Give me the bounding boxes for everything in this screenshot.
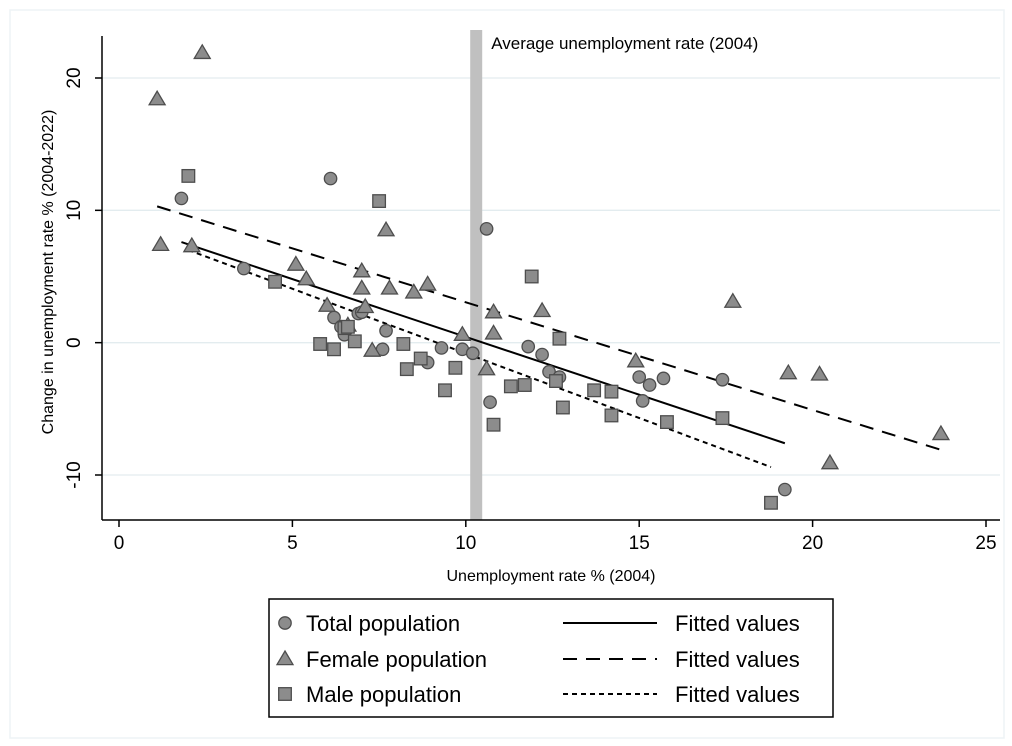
triangle-point-1-20 bbox=[532, 301, 552, 318]
square-point-2-1 bbox=[268, 274, 283, 289]
x-axis-title: Unemployment rate % (2004) bbox=[447, 568, 656, 585]
legend: Total population Female population Male po… bbox=[268, 598, 834, 718]
x-tick-label-2: 10 bbox=[455, 533, 476, 554]
square-point-2-6 bbox=[347, 334, 362, 349]
y-tick-label-2: 10 bbox=[64, 200, 85, 221]
circle-point-0-2 bbox=[323, 171, 338, 186]
square-point-2-23 bbox=[659, 415, 674, 430]
triangle-point-1-10 bbox=[356, 297, 375, 314]
y-tick-label-3: 20 bbox=[64, 67, 85, 88]
circle-point-0-14 bbox=[465, 346, 480, 361]
circle-point-0-10 bbox=[379, 323, 393, 338]
circle-point-0-24 bbox=[656, 371, 671, 386]
triangle-point-1-21 bbox=[626, 351, 645, 368]
data-points-layer bbox=[148, 43, 951, 510]
circle-point-0-18 bbox=[535, 347, 549, 362]
legend-label-series-1: Female population bbox=[306, 647, 487, 672]
triangle-point-1-3 bbox=[193, 43, 212, 60]
triangle-point-1-15 bbox=[418, 275, 437, 291]
legend-label-fit-1: Fitted values bbox=[675, 647, 800, 672]
square-point-2-15 bbox=[517, 378, 532, 392]
triangle-point-1-4 bbox=[286, 255, 306, 271]
triangle-point-1-16 bbox=[453, 325, 472, 341]
square-point-2-10 bbox=[413, 351, 428, 366]
square-point-2-0 bbox=[181, 168, 196, 183]
legend-box bbox=[268, 598, 834, 718]
triangle-point-1-14 bbox=[404, 283, 423, 299]
x-tick-label-1: 5 bbox=[287, 533, 298, 554]
square-point-2-5 bbox=[340, 319, 355, 334]
circle-point-0-16 bbox=[483, 395, 497, 410]
triangle-point-1-18 bbox=[484, 302, 503, 319]
x-tick-label-3: 15 bbox=[629, 533, 650, 554]
square-point-2-13 bbox=[486, 417, 501, 432]
square-point-2-22 bbox=[604, 408, 619, 423]
triangle-point-1-26 bbox=[931, 424, 951, 441]
x-tick-label-4: 20 bbox=[802, 533, 823, 554]
legend-label-fit-2: Fitted values bbox=[675, 682, 800, 707]
triangle-point-1-2 bbox=[182, 236, 201, 253]
triangle-point-1-24 bbox=[810, 365, 829, 381]
triangle-point-1-22 bbox=[723, 292, 742, 308]
legend-marker-circle bbox=[278, 616, 292, 630]
circle-point-0-22 bbox=[635, 394, 650, 408]
square-point-2-16 bbox=[524, 269, 539, 284]
square-point-2-12 bbox=[448, 360, 463, 375]
legend-label-series-0: Total population bbox=[306, 611, 460, 636]
legend-marker-square bbox=[278, 687, 292, 701]
square-point-2-3 bbox=[327, 342, 341, 357]
triangle-point-1-8 bbox=[352, 261, 371, 278]
circle-point-0-0 bbox=[174, 191, 189, 206]
triangle-point-1-17 bbox=[477, 359, 496, 376]
square-point-2-20 bbox=[587, 383, 602, 398]
square-point-2-8 bbox=[396, 337, 411, 351]
square-point-2-7 bbox=[372, 194, 387, 209]
x-tick-label-0: 0 bbox=[114, 533, 125, 554]
triangle-point-1-12 bbox=[376, 220, 396, 237]
legend-label-fit-0: Fitted values bbox=[675, 611, 800, 636]
square-point-2-11 bbox=[438, 383, 452, 398]
grid-layer bbox=[102, 77, 1000, 476]
circle-point-0-15 bbox=[479, 222, 494, 236]
reference-line-label: Average unemployment rate (2004) bbox=[491, 34, 758, 53]
triangle-point-1-5 bbox=[297, 269, 316, 286]
circle-point-0-25 bbox=[715, 372, 730, 387]
circle-point-0-21 bbox=[632, 370, 647, 384]
square-point-2-24 bbox=[715, 411, 730, 426]
circle-point-0-17 bbox=[521, 339, 536, 354]
triangle-point-1-9 bbox=[352, 279, 371, 295]
y-tick-label-1: 0 bbox=[64, 337, 85, 348]
y-tick-label-0: -10 bbox=[64, 461, 85, 488]
square-point-2-9 bbox=[399, 362, 414, 377]
legend-marker-triangle bbox=[275, 649, 295, 666]
circle-point-0-1 bbox=[236, 261, 251, 276]
triangle-point-1-0 bbox=[148, 89, 167, 106]
square-point-2-14 bbox=[503, 379, 518, 394]
square-point-2-18 bbox=[552, 331, 567, 346]
circle-point-0-23 bbox=[642, 378, 657, 392]
triangle-point-1-19 bbox=[484, 324, 503, 340]
triangle-point-1-11 bbox=[363, 341, 382, 357]
triangle-point-1-23 bbox=[779, 363, 798, 380]
axes-layer: Average unemployment rate (2004) -10 0 10 20… bbox=[40, 34, 1000, 585]
triangle-point-1-1 bbox=[151, 235, 170, 251]
legend-label-series-2: Male population bbox=[306, 682, 461, 707]
square-point-2-2 bbox=[313, 337, 328, 351]
x-tick-label-5: 25 bbox=[975, 533, 996, 554]
square-point-2-25 bbox=[764, 495, 778, 510]
circle-point-0-12 bbox=[434, 341, 449, 355]
triangle-point-1-13 bbox=[380, 279, 399, 295]
y-axis-title: Change in unemployment rate % (2004-2022… bbox=[40, 110, 57, 435]
square-point-2-19 bbox=[555, 400, 570, 415]
fitted-line-dotted bbox=[188, 249, 772, 468]
triangle-point-1-25 bbox=[820, 453, 840, 470]
square-point-2-17 bbox=[549, 374, 563, 388]
square-point-2-21 bbox=[604, 384, 619, 399]
circle-point-0-26 bbox=[778, 482, 792, 497]
triangle-point-1-6 bbox=[317, 296, 337, 312]
